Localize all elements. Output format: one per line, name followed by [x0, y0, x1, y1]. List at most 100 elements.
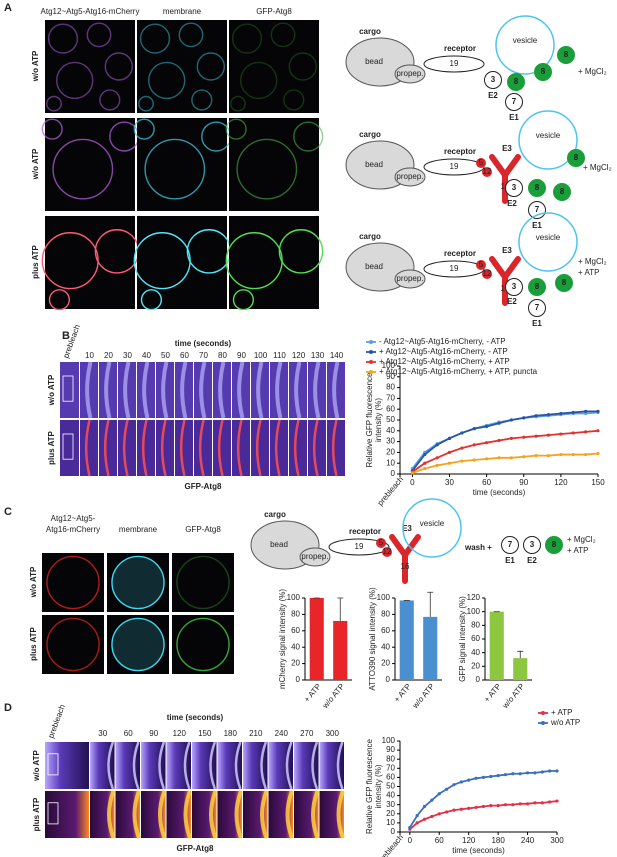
- protein-label: 8: [541, 67, 546, 76]
- e3-subunit: [482, 167, 492, 177]
- time-label: 120: [173, 729, 187, 738]
- vesicle-signal: [41, 118, 63, 140]
- kymograph-frame: [118, 420, 136, 476]
- kymograph-frame: [99, 420, 117, 476]
- vesicle-signal: [283, 89, 305, 111]
- vesicle-signal: [46, 95, 62, 112]
- kymograph-edge: [107, 741, 115, 790]
- vesicle-signal: [147, 61, 186, 100]
- micrograph: [107, 553, 169, 612]
- vesicle-signal: [111, 555, 165, 610]
- micrograph: [137, 118, 227, 211]
- data-point: [485, 441, 489, 445]
- time-label: 140: [330, 351, 344, 360]
- series-line: [411, 410, 598, 472]
- time-label: 300: [326, 729, 340, 738]
- schematic-label: 12: [483, 269, 492, 278]
- y-tick-label: 80: [471, 620, 480, 629]
- data-point: [430, 798, 434, 802]
- protein: [484, 71, 502, 89]
- kymograph-edge: [285, 741, 293, 790]
- kymograph-edge: [236, 419, 243, 477]
- kymograph-edge: [311, 741, 319, 790]
- y-tick-label: 0: [296, 675, 301, 684]
- protein: [534, 63, 552, 81]
- data-point: [596, 451, 600, 456]
- vesicle-signal: [232, 289, 254, 311]
- enzyme-label: E2: [527, 556, 537, 565]
- vesicle: [518, 212, 578, 272]
- y-tick-label: 100: [467, 607, 481, 616]
- kymograph-edge: [294, 361, 302, 419]
- data-point: [423, 461, 427, 465]
- condition-label: + MgCl₂: [583, 163, 612, 172]
- vesicle-signal: [111, 617, 165, 672]
- y-axis-label: Relative GFP fluorescence: [365, 738, 374, 834]
- data-point: [422, 817, 427, 821]
- data-point: [533, 801, 537, 805]
- e3-complex: [389, 534, 421, 584]
- protein-label: 3: [530, 540, 535, 549]
- column-header: Atg16-mCherry: [46, 525, 100, 534]
- condition-label: + ATP: [567, 546, 588, 555]
- vesicle-signal: [225, 118, 247, 140]
- time-label: 240: [275, 729, 289, 738]
- schematic-label: receptor: [349, 527, 381, 536]
- data-point: [472, 427, 476, 431]
- vesicle-signal: [52, 138, 114, 200]
- y-axis-label: Relative GFP fluorescence: [365, 372, 374, 468]
- y-axis-label: intensity (%): [374, 764, 383, 808]
- vesicle-signal: [231, 23, 263, 54]
- y-tick-label: 20: [386, 448, 395, 457]
- legend-label: w/o ATP: [550, 718, 580, 727]
- data-point: [447, 450, 452, 454]
- schematic-label: vesicle: [536, 233, 561, 242]
- y-tick-label: 20: [291, 659, 300, 668]
- time-label: 270: [300, 729, 314, 738]
- protein: [528, 278, 546, 296]
- y-tick-label: 60: [381, 626, 390, 635]
- condition-label: + ATP: [578, 268, 599, 277]
- kymograph-edge: [274, 419, 281, 477]
- kymograph-edge: [132, 741, 140, 790]
- data-point: [555, 769, 559, 773]
- kymograph-edge: [183, 790, 192, 839]
- y-tick-label: 10: [386, 458, 395, 467]
- vesicle-signal: [139, 23, 171, 54]
- vesicle-signal: [293, 121, 324, 152]
- schematic-label: E3: [502, 144, 512, 153]
- micrograph: [42, 553, 104, 612]
- y-tick-label: 30: [386, 437, 395, 446]
- micrograph: [229, 118, 319, 211]
- data-point: [525, 802, 530, 806]
- y-tick-label: 40: [381, 642, 390, 651]
- y-tick-label: 60: [386, 773, 395, 782]
- protein-label: 3: [491, 75, 496, 84]
- time-label: 90: [237, 351, 246, 360]
- x-tick-label: 120: [462, 836, 476, 845]
- kymograph-edge: [331, 419, 338, 477]
- data-point: [489, 804, 493, 808]
- column-header: GFP-Atg8: [256, 7, 292, 16]
- x-axis-label: time (seconds): [452, 846, 505, 855]
- data-point: [445, 810, 449, 814]
- y-tick-label: 120: [467, 593, 481, 602]
- data-point: [452, 783, 456, 787]
- kymograph-caption: GFP-Atg8: [185, 482, 222, 491]
- e3-complex: [489, 256, 521, 306]
- kymograph-edge: [179, 419, 186, 477]
- vesicle-signal: [176, 617, 230, 672]
- time-label: 40: [142, 351, 151, 360]
- bar: [309, 598, 324, 680]
- protein: [557, 46, 575, 64]
- panel-label: B: [62, 330, 70, 342]
- kymograph-edge: [103, 419, 110, 477]
- kymograph-edge: [160, 419, 167, 477]
- kymograph-edge: [237, 361, 245, 419]
- data-point: [467, 778, 471, 782]
- data-point: [415, 814, 419, 818]
- time-label: 130: [311, 351, 325, 360]
- kymograph-edge: [217, 419, 224, 477]
- kymograph-edge: [199, 361, 207, 419]
- kymograph-edge: [275, 361, 283, 419]
